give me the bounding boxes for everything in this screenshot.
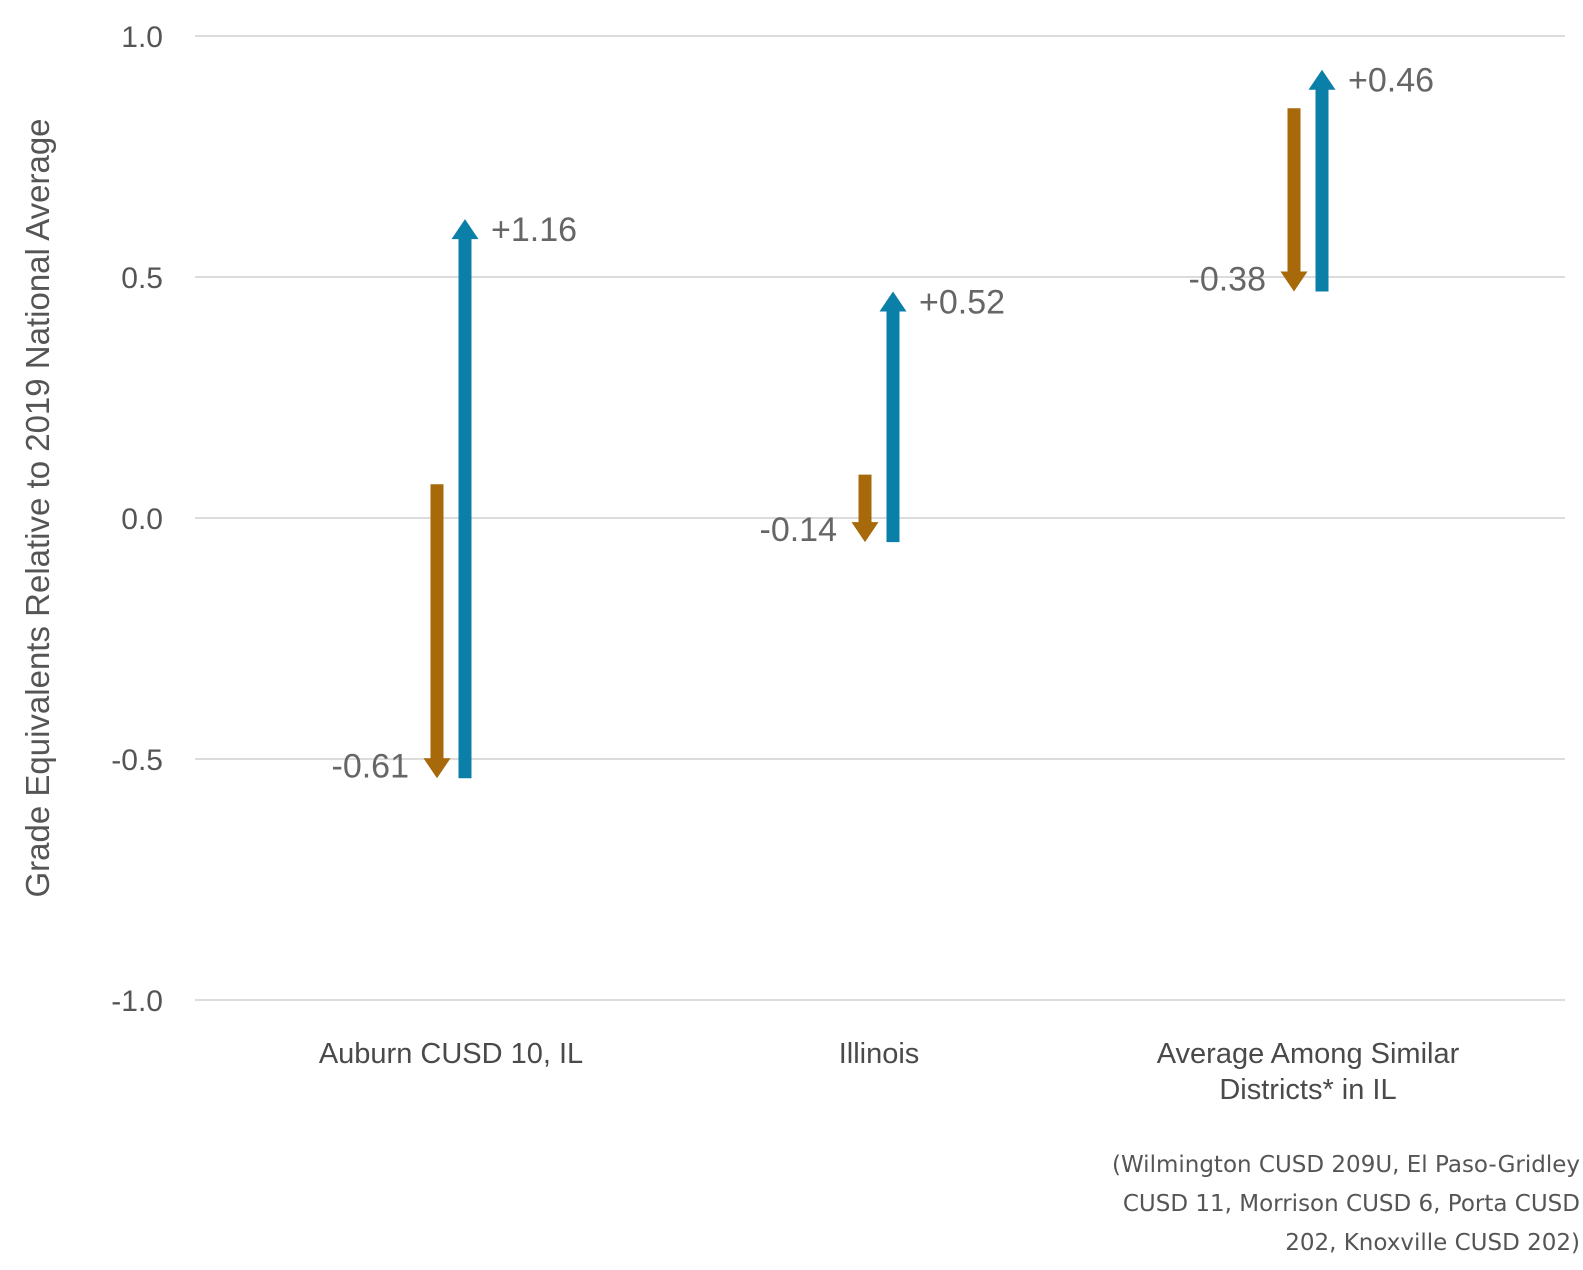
value-labels: -0.61 -0.14 -0.38 +1.16 +0.52 +0.46	[332, 62, 1435, 786]
x-category-label: Auburn CUSD 10, IL	[319, 1038, 583, 1070]
y-tick-label: 1.0	[121, 21, 163, 54]
gain-arrow	[451, 219, 479, 779]
gain-arrow	[1308, 69, 1336, 292]
gain-arrow	[879, 291, 907, 543]
y-tick-labels: 1.0 0.5 0.0 -0.5 -1.0	[111, 21, 163, 1018]
loss-arrow	[851, 474, 879, 543]
y-tick-label: 0.5	[121, 262, 163, 295]
loss-arrow	[423, 484, 451, 779]
x-category-label: Illinois	[839, 1038, 920, 1070]
x-category-label: Average Among Similar	[1157, 1038, 1460, 1070]
footnote-line: CUSD 11, Morrison CUSD 6, Porta CUSD	[1122, 1191, 1580, 1217]
footnote: (Wilmington CUSD 209U, El Paso-Gridley C…	[1040, 1146, 1580, 1263]
value-label: -0.38	[1189, 260, 1267, 298]
y-axis-title: Grade Equivalents Relative to 2019 Natio…	[19, 118, 56, 897]
footnote-line: (Wilmington CUSD 209U, El Paso-Gridley	[1111, 1152, 1580, 1178]
value-label: -0.14	[760, 511, 838, 549]
y-tick-label: 0.0	[121, 503, 163, 536]
value-label: +0.52	[919, 283, 1005, 321]
grid-lines	[195, 35, 1565, 1001]
arrows	[423, 69, 1336, 779]
footnote-line: 202, Knoxville CUSD 202)	[1285, 1230, 1580, 1256]
loss-arrow	[1280, 108, 1308, 292]
y-tick-label: -0.5	[111, 744, 163, 777]
x-category-labels: Auburn CUSD 10, IL Illinois Average Among …	[319, 1038, 1460, 1106]
value-label: +0.46	[1348, 62, 1434, 100]
y-tick-label: -1.0	[111, 985, 163, 1018]
x-category-label-line2: Districts* in IL	[1219, 1074, 1396, 1106]
value-label: +1.16	[491, 211, 577, 249]
value-label: -0.61	[332, 747, 410, 785]
